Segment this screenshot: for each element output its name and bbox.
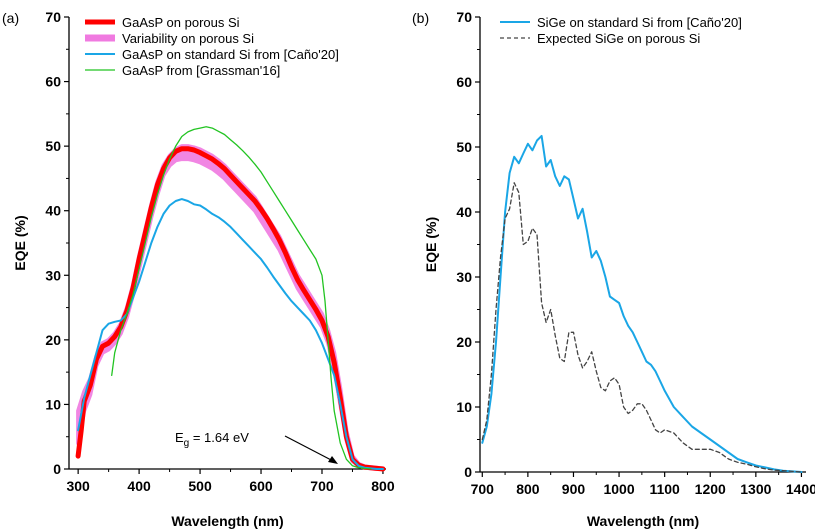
series-line-gaasp-on-porous-si [75, 146, 386, 472]
y-tick-label: 20 [456, 334, 472, 350]
legend-entry: GaAsP from [Grassman'16] [122, 63, 280, 78]
series-line-sige-on-standard-si-from-ca-o-20 [481, 134, 803, 473]
y-tick-label: 50 [45, 138, 61, 154]
x-tick-label: 1400 [786, 481, 815, 497]
y-tick-label: 10 [45, 396, 61, 412]
legend-entry: GaAsP on standard Si from [Caño'20] [122, 47, 339, 62]
x-tick-label: 800 [516, 481, 540, 497]
y-tick-label: 20 [45, 332, 61, 348]
y-tick-label: 30 [45, 267, 61, 283]
y-tick-label: 60 [456, 74, 472, 90]
legend-entry: Variability on porous Si [122, 31, 254, 46]
panel-a-label: (a) [2, 10, 19, 26]
x-tick-label: 900 [562, 481, 586, 497]
x-tick-label: 300 [66, 478, 90, 494]
x-axis-title: Wavelength (nm) [171, 513, 283, 529]
bandgap-label-main: E [175, 430, 184, 445]
annotation-arrow-head [328, 456, 338, 464]
legend-entry: GaAsP on porous Si [122, 15, 240, 30]
series-line-expected-sige-on-porous-si [481, 182, 803, 473]
x-tick-label: 600 [249, 478, 273, 494]
y-tick-label: 70 [456, 9, 472, 25]
y-axis-title: EQE (%) [12, 215, 28, 270]
y-tick-label: 50 [456, 139, 472, 155]
legend-entry: SiGe on standard Si from [Caño'20] [537, 15, 742, 30]
annotation-arrow-line [284, 435, 336, 463]
y-tick-label: 10 [456, 399, 472, 415]
y-axis-title: EQE (%) [423, 217, 439, 272]
x-tick-label: 700 [310, 478, 334, 494]
y-tick-label: 70 [45, 9, 61, 25]
x-tick-label: 500 [188, 478, 212, 494]
y-tick-label: 40 [456, 204, 472, 220]
bandgap-label-sub: g [184, 438, 190, 449]
bandgap-annotation: Eg = 1.64 eV [175, 430, 338, 464]
series-band-variability-on-porous-si [76, 144, 385, 471]
x-tick-label: 1300 [740, 481, 771, 497]
panel-a-plot: 0 10 20 30 40 50 60 70 300 400 500 600 700 800 Wavelen… [12, 9, 395, 529]
panel-b-plot: 0 10 20 30 40 50 60 70 700 800 900 1000 1100 1200 1300… [423, 9, 815, 529]
x-tick-label: 400 [127, 478, 151, 494]
x-tick-label: 1200 [695, 481, 726, 497]
y-tick-label: 0 [53, 461, 61, 477]
bandgap-label: Eg = 1.64 eV [175, 430, 249, 449]
bandgap-label-rest: = 1.64 eV [189, 430, 249, 445]
panel-b-label: (b) [412, 10, 429, 26]
y-tick-label: 30 [456, 269, 472, 285]
y-tick-label: 40 [45, 203, 61, 219]
series-line-gaasp-from-grassman-16 [111, 126, 372, 470]
x-tick-label: 1000 [603, 481, 634, 497]
y-tick-label: 60 [45, 74, 61, 90]
x-tick-label: 1100 [649, 481, 680, 497]
y-tick-label: 0 [464, 464, 472, 480]
legend-entry: Expected SiGe on porous Si [537, 31, 700, 46]
x-tick-label: 700 [471, 481, 495, 497]
x-axis-title: Wavelength (nm) [587, 513, 699, 529]
x-tick-label: 800 [371, 478, 395, 494]
